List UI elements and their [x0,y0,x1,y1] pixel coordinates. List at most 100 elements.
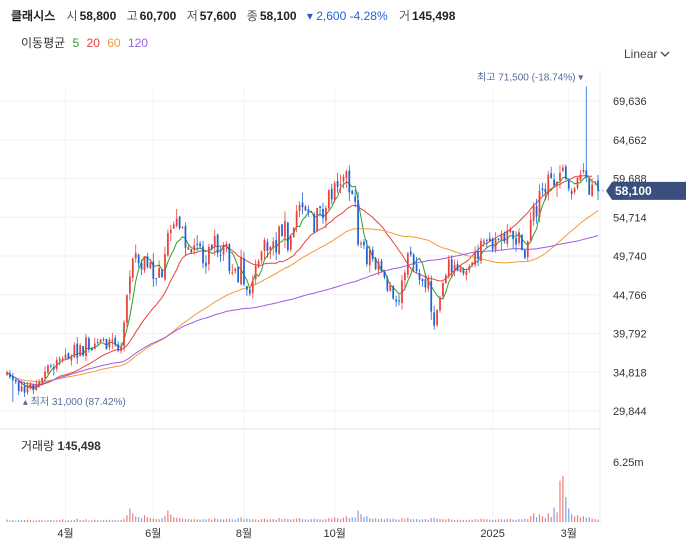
volume-bar [354,517,356,522]
volume-bar [126,515,128,522]
candle-body [210,244,213,249]
candle-body [199,243,201,247]
candle-body [108,339,111,348]
volume-bar [97,520,99,522]
time-tick-label: 6월 [145,527,161,540]
close-label: 종 [246,9,258,23]
volume-bar [234,519,236,522]
volume-bar [211,519,213,522]
candle-body [304,206,307,211]
candle-body [292,227,295,238]
candle-body [456,264,459,272]
volume-bar [313,518,315,522]
volume-bar [187,519,189,522]
candle-body [360,243,362,245]
volume-bar [535,517,538,522]
low-label: 저 [186,9,198,23]
volume-bar [591,518,593,522]
chevron-down-icon [660,47,670,61]
volume-bar [471,519,473,522]
candle-body [152,261,155,279]
candle-body [61,358,64,361]
volume-bar [307,519,309,522]
candle-body [547,174,550,195]
candle-body [415,264,418,272]
volume-bar [193,519,195,522]
volume-bar [173,517,175,522]
candle-body [488,238,491,241]
volume-bar [135,516,137,522]
volume-bar [562,475,564,522]
volume-bar [123,519,125,522]
volume-bar [363,517,365,522]
volume-bar [258,519,260,522]
volume-bar [228,518,230,522]
candle-body [149,262,152,269]
candle-body [228,244,231,272]
volume-bar [298,518,301,522]
scale-selector[interactable]: Linear [624,47,670,61]
candle-body [298,204,301,212]
volume-bar [301,519,304,522]
volume-bar [319,519,321,522]
volume-bar [73,519,75,522]
candle-body [468,266,471,270]
volume-bar [459,520,462,522]
candle-body [427,278,430,289]
candle-body [597,180,599,191]
candle-body [181,226,184,228]
candle-body [243,258,245,285]
candle-body [281,224,283,237]
candle-body [237,266,240,283]
volume-bar [266,519,268,522]
volume-bar [547,513,549,522]
time-tick-label: 10월 [324,527,346,540]
ma-120-line [6,235,599,385]
ma-60-label: 60 [107,36,121,50]
volume-bar [392,518,394,522]
volume-bar [249,519,251,522]
volume-bar [515,519,517,522]
candle-body [172,224,175,229]
volume-bar [196,519,198,522]
volume-bar [202,519,204,522]
volume-bar [105,520,108,522]
low-value: 57,600 [199,9,237,23]
volume-bar [410,519,412,522]
price-tick-label: 39,792 [613,329,647,341]
volume-bar [322,519,324,522]
candle-body [322,208,324,219]
ma-legend[interactable]: 이동평균 5 20 60 120 [21,34,148,51]
volume-bar [372,518,374,522]
candle-body [471,262,474,266]
candle-body [207,246,210,265]
volume-bar [401,518,403,522]
time-tick-label: 4월 [57,527,73,540]
ma-60-line [6,210,599,383]
candle-body [234,268,237,272]
volume-bar [155,519,157,522]
price-tick-label: 54,714 [613,212,647,224]
candle-body [301,202,304,208]
price-tick-label: 59,688 [613,174,647,186]
candle-body [278,226,280,254]
high-label: 고 [126,9,138,23]
volume-bar [576,515,579,522]
candle-body [550,173,553,179]
candle-body [169,229,172,234]
candle-body [216,234,219,254]
candle-body [336,180,339,187]
candle-body [480,240,482,261]
volume-bar [430,518,432,522]
volume-bar [179,518,181,522]
volume-bar [530,516,532,522]
volume-bar [474,519,476,522]
volume-bar [538,514,541,522]
candle-body [433,312,436,326]
candle-body [412,254,415,265]
volume-bar [164,516,166,522]
volume-bar [272,519,274,522]
volume-bar [588,517,590,522]
volume-bar [404,518,406,522]
